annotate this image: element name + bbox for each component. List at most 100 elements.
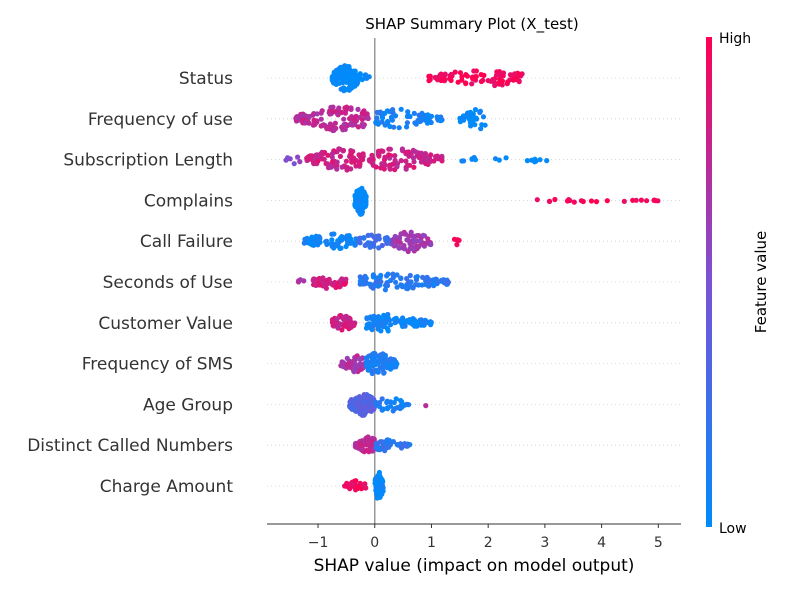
shap-point xyxy=(344,87,350,93)
shap-point xyxy=(344,355,350,361)
shap-point xyxy=(379,396,385,402)
shap-point xyxy=(349,159,355,165)
shap-point xyxy=(404,401,410,407)
shap-point xyxy=(359,279,365,285)
shap-point xyxy=(411,110,417,116)
shap-point xyxy=(471,154,477,161)
shap-point xyxy=(330,109,336,115)
x-tick-label: 0 xyxy=(370,535,379,551)
shap-point xyxy=(342,315,348,321)
shap-point xyxy=(376,400,382,406)
colorbar-label: Feature value xyxy=(752,231,770,333)
shap-point xyxy=(410,155,417,161)
x-tick-label: 3 xyxy=(540,535,549,551)
shap-point xyxy=(366,321,372,327)
shap-point xyxy=(338,86,344,92)
shap-point xyxy=(461,158,467,164)
shap-point xyxy=(336,239,342,246)
shap-point xyxy=(347,486,353,492)
shap-point xyxy=(651,197,657,203)
shap-point xyxy=(406,153,412,159)
shap-point xyxy=(402,323,408,329)
shap-point xyxy=(437,72,443,78)
shap-point xyxy=(411,238,417,244)
feature-label: Customer Value xyxy=(98,314,233,334)
shap-point xyxy=(436,155,442,161)
shap-point xyxy=(428,320,434,326)
x-axis-ticks: −1 0 1 2 3 4 5 xyxy=(308,524,663,551)
shap-point xyxy=(348,106,354,112)
shap-point xyxy=(456,237,462,243)
shap-point xyxy=(381,166,387,172)
shap-point xyxy=(349,122,355,128)
shap-point xyxy=(537,157,543,163)
shap-point xyxy=(371,368,377,374)
shap-point xyxy=(365,232,371,238)
shap-point xyxy=(352,72,358,78)
shap-point xyxy=(630,197,636,203)
shap-point xyxy=(403,166,409,172)
shap-point xyxy=(337,235,343,241)
shap-point xyxy=(359,77,365,83)
shap-point xyxy=(420,232,426,238)
shap-point xyxy=(442,71,448,77)
shap-point xyxy=(513,76,519,82)
feature-label: Age Group xyxy=(143,395,233,415)
shap-point xyxy=(357,406,363,412)
shap-point xyxy=(469,81,475,87)
shap-point xyxy=(377,364,383,370)
shap-point xyxy=(380,148,386,154)
shap-point xyxy=(378,272,384,278)
shap-point xyxy=(339,109,345,115)
shap-point xyxy=(378,475,384,481)
shap-point xyxy=(398,397,404,404)
shap-point xyxy=(353,118,359,124)
shap-point xyxy=(547,198,553,204)
shap-point xyxy=(384,273,390,279)
shap-point xyxy=(497,73,503,79)
shap-point xyxy=(441,280,447,286)
shap-point xyxy=(391,399,397,406)
shap-point xyxy=(324,126,330,132)
shap-point xyxy=(638,197,645,203)
shap-point xyxy=(369,439,375,445)
shap-point xyxy=(343,243,349,250)
shap-point xyxy=(571,199,577,205)
shap-point xyxy=(344,67,350,73)
shap-point xyxy=(382,235,388,241)
shap-point xyxy=(392,233,398,240)
shap-point xyxy=(460,116,466,122)
shap-point xyxy=(397,405,403,412)
shap-point xyxy=(355,106,361,112)
shap-point xyxy=(373,279,379,285)
shap-point xyxy=(371,243,377,249)
shap-point xyxy=(394,284,400,290)
shap-point xyxy=(414,233,420,239)
shap-point xyxy=(329,243,335,249)
shap-point xyxy=(468,116,474,122)
shap-point xyxy=(401,243,407,249)
shap-point xyxy=(399,148,406,154)
shap-point xyxy=(338,277,344,284)
shap-point xyxy=(364,438,370,444)
shap-point xyxy=(359,116,365,123)
shap-point xyxy=(355,363,361,369)
shap-point xyxy=(304,155,310,161)
shap-point xyxy=(315,158,321,164)
shap-point xyxy=(431,281,437,287)
shap-point xyxy=(454,242,460,248)
shap-point xyxy=(334,316,340,322)
shap-point xyxy=(413,282,419,288)
shap-point xyxy=(324,241,330,247)
shap-point xyxy=(376,469,382,476)
shap-point xyxy=(405,112,411,118)
shap-point xyxy=(445,279,451,285)
shap-point xyxy=(392,153,398,159)
shap-point xyxy=(503,155,509,161)
shap-point xyxy=(405,162,411,168)
feature-label: Frequency of use xyxy=(88,110,233,130)
shap-point xyxy=(334,166,340,172)
shap-point xyxy=(336,105,342,111)
shap-point xyxy=(408,229,414,235)
shap-point xyxy=(411,159,417,165)
